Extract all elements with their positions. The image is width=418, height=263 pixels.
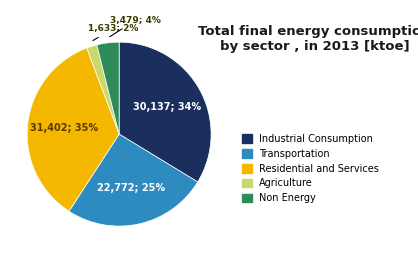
Text: 1,633; 2%: 1,633; 2% [88, 24, 138, 41]
Text: 3,479; 4%: 3,479; 4% [110, 16, 161, 37]
Wedge shape [97, 42, 119, 134]
Wedge shape [87, 45, 119, 134]
Text: 31,402; 35%: 31,402; 35% [30, 123, 98, 133]
Text: 30,137; 34%: 30,137; 34% [133, 102, 201, 112]
Text: 22,772; 25%: 22,772; 25% [97, 183, 166, 193]
Legend: Industrial Consumption, Transportation, Residential and Services, Agriculture, N: Industrial Consumption, Transportation, … [239, 131, 382, 206]
Text: Total final energy consumption
by sector , in 2013 [ktoe]: Total final energy consumption by sector… [198, 25, 418, 53]
Wedge shape [27, 48, 119, 211]
Wedge shape [119, 42, 211, 182]
Wedge shape [69, 134, 198, 226]
